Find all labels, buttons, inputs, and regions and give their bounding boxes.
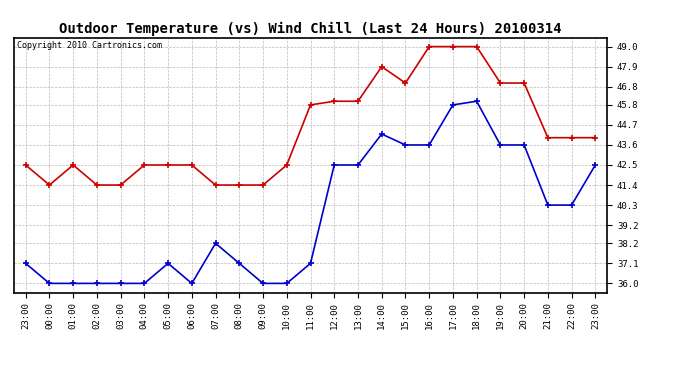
Text: Copyright 2010 Cartronics.com: Copyright 2010 Cartronics.com [17,41,161,50]
Title: Outdoor Temperature (vs) Wind Chill (Last 24 Hours) 20100314: Outdoor Temperature (vs) Wind Chill (Las… [59,22,562,36]
